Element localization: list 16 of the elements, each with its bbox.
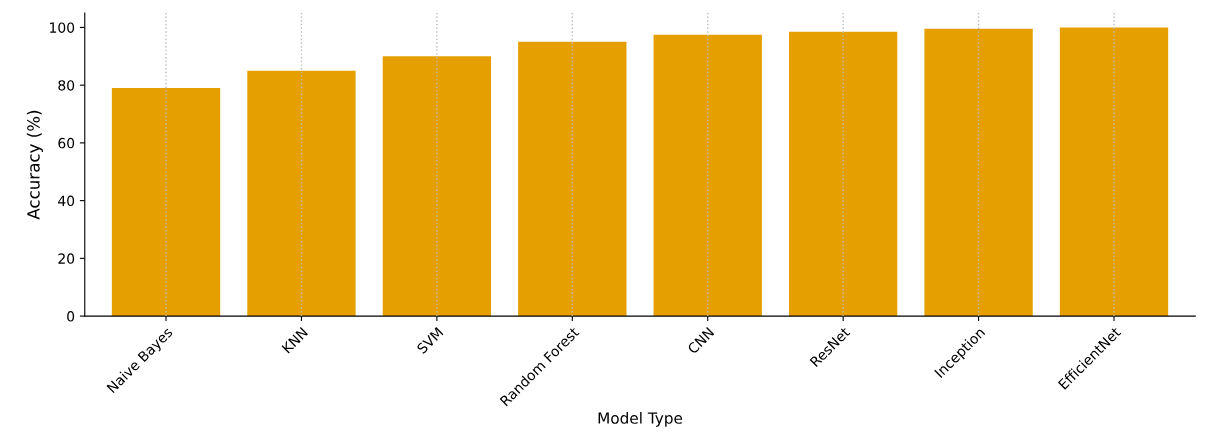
bar bbox=[382, 56, 492, 317]
y-axis-title: Accuracy (%) bbox=[26, 110, 43, 220]
y-tick-label: 40 bbox=[58, 195, 75, 207]
bar bbox=[1059, 27, 1169, 317]
y-tick-label: 0 bbox=[67, 311, 75, 322]
y-tick-label: 20 bbox=[58, 253, 75, 264]
bar bbox=[518, 41, 627, 317]
bar bbox=[247, 70, 356, 317]
bar bbox=[111, 88, 221, 317]
bar bbox=[653, 34, 762, 317]
x-axis-title: Model Type bbox=[598, 412, 683, 427]
y-tick-label: 100 bbox=[50, 22, 75, 33]
y-tick-label: 60 bbox=[58, 137, 75, 149]
bar bbox=[788, 31, 898, 317]
y-tick-label: 80 bbox=[58, 80, 75, 91]
bar bbox=[924, 28, 1033, 317]
